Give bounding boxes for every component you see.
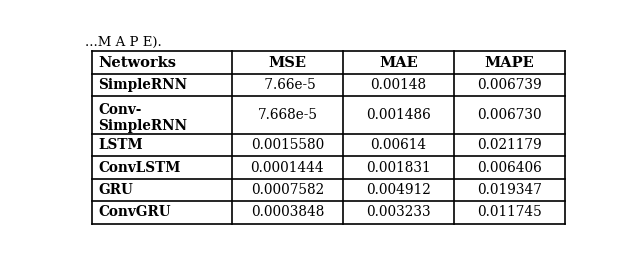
Text: 0.0001444: 0.0001444: [251, 161, 324, 175]
Text: 0.0007582: 0.0007582: [251, 183, 324, 197]
Text: GRU: GRU: [99, 183, 133, 197]
Text: 0.006406: 0.006406: [477, 161, 542, 175]
Text: 0.001486: 0.001486: [366, 108, 431, 122]
Text: 7.66e-5: 7.66e-5: [259, 78, 316, 92]
Text: 0.019347: 0.019347: [477, 183, 542, 197]
Text: LSTM: LSTM: [99, 138, 143, 152]
Text: 0.00148: 0.00148: [371, 78, 426, 92]
Text: 0.021179: 0.021179: [477, 138, 542, 152]
Text: 0.006739: 0.006739: [477, 78, 542, 92]
Text: 0.0003848: 0.0003848: [251, 205, 324, 219]
Text: 0.006730: 0.006730: [477, 108, 542, 122]
Text: 0.0015580: 0.0015580: [251, 138, 324, 152]
Text: ConvLSTM: ConvLSTM: [99, 161, 180, 175]
Text: MAE: MAE: [379, 56, 418, 70]
Text: 0.001831: 0.001831: [366, 161, 431, 175]
Text: 0.003233: 0.003233: [366, 205, 431, 219]
Text: ConvGRU: ConvGRU: [99, 205, 171, 219]
Text: ...M A P E).: ...M A P E).: [85, 36, 162, 49]
Text: 0.011745: 0.011745: [477, 205, 542, 219]
Text: 0.00614: 0.00614: [371, 138, 426, 152]
Text: 7.668e-5: 7.668e-5: [257, 108, 317, 122]
Text: Conv-
SimpleRNN: Conv- SimpleRNN: [99, 103, 188, 133]
Text: Networks: Networks: [99, 56, 177, 70]
Text: MSE: MSE: [268, 56, 307, 70]
Text: SimpleRNN: SimpleRNN: [99, 78, 188, 92]
Text: 0.004912: 0.004912: [366, 183, 431, 197]
Text: MAPE: MAPE: [484, 56, 534, 70]
